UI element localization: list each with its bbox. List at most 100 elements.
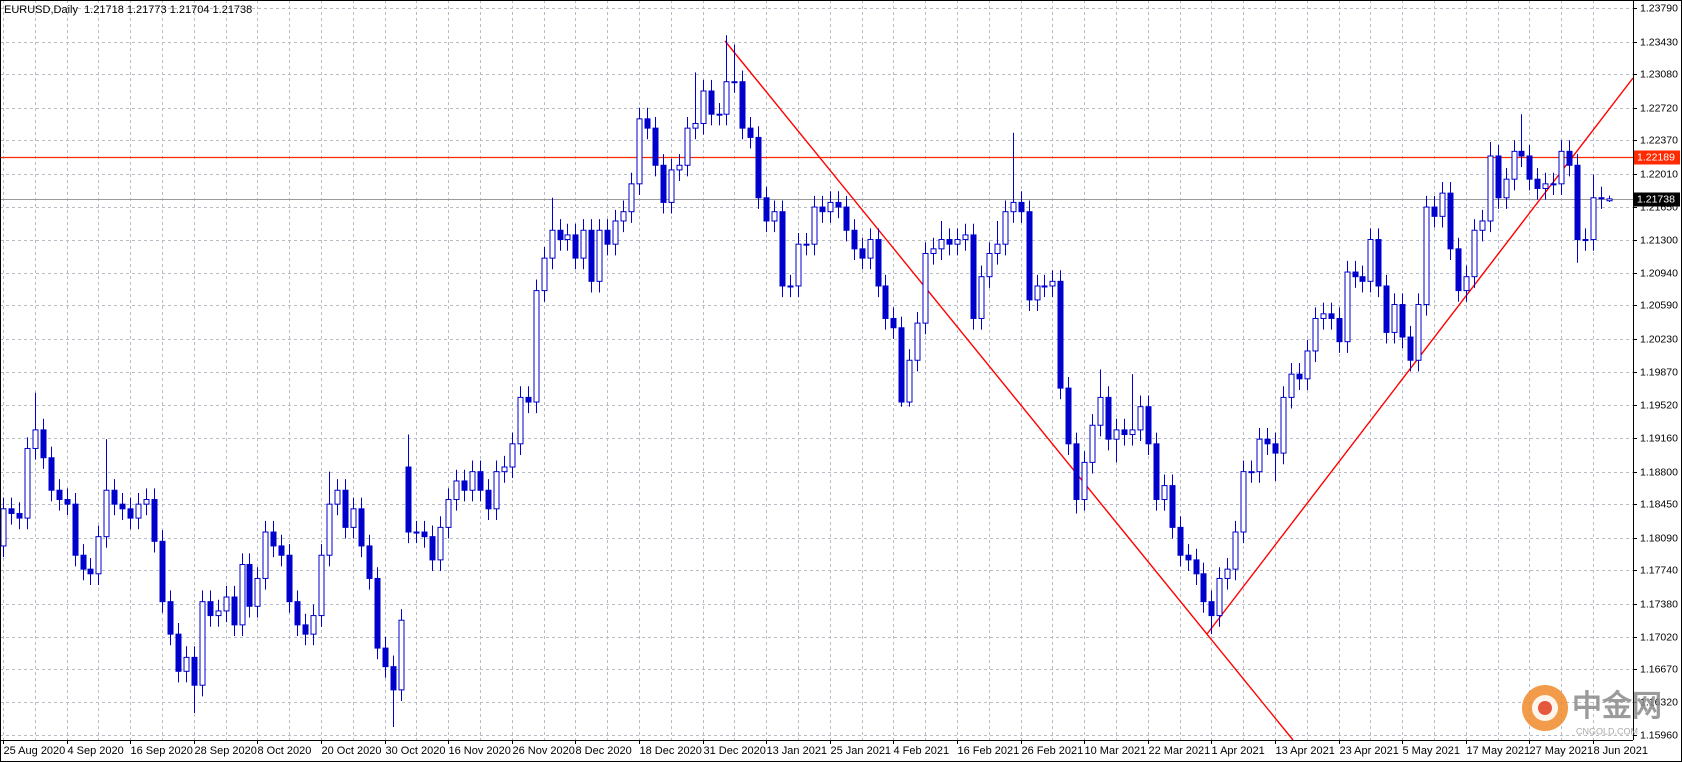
y-tick-label: 1.20590: [1640, 299, 1678, 311]
candle-body: [1495, 155, 1502, 199]
candle-body: [851, 229, 858, 250]
candle-body: [1240, 471, 1247, 533]
candle-body: [1375, 239, 1382, 287]
x-tick-label: 16 Nov 2020: [449, 745, 511, 757]
candle-body: [1057, 280, 1064, 389]
candle-body: [708, 90, 715, 115]
candle-body: [1534, 178, 1541, 189]
candle-body: [127, 508, 134, 519]
candle-body: [1431, 206, 1438, 217]
candle-body: [1026, 211, 1033, 301]
candle-body: [819, 206, 826, 213]
axes: 1.23790 1.23430 1.23080 1.22720 1.22370 1.220…: [3, 2, 1680, 757]
candle-body: [159, 540, 166, 603]
candle-body: [1447, 192, 1454, 250]
candle-body: [1463, 276, 1470, 292]
candle-body: [1598, 197, 1605, 200]
candle-body: [636, 118, 643, 185]
candle-body: [652, 127, 659, 166]
candle-body: [143, 499, 150, 505]
candle-body: [509, 443, 516, 468]
candle-body: [429, 536, 436, 561]
candle-body: [254, 577, 261, 607]
y-tick-label: 1.17740: [1640, 564, 1678, 576]
candle-body: [111, 489, 118, 505]
candle-body: [1264, 438, 1271, 445]
candle-body: [199, 601, 206, 686]
candle-body: [684, 127, 691, 166]
candle-body: [421, 531, 428, 538]
candle-body: [890, 317, 897, 329]
candle-body: [612, 220, 619, 245]
candle-body: [533, 290, 540, 403]
x-tick-label: 25 Jan 2021: [831, 745, 892, 757]
y-tick-label: 1.18450: [1640, 498, 1678, 510]
candle-body: [80, 554, 87, 570]
candle-body: [731, 81, 738, 84]
candle-body: [95, 536, 102, 575]
trend-line: [724, 40, 1294, 741]
candle-body: [1185, 554, 1192, 561]
candle-body: [1288, 373, 1295, 398]
y-tick-label: 1.19160: [1640, 432, 1678, 444]
candle-body: [572, 234, 579, 259]
candle-body: [350, 508, 357, 528]
y-tick-label: 1.20230: [1640, 333, 1678, 345]
chart-title: EURUSD,Daily 1.21718 1.21773 1.21704 1.2…: [4, 4, 252, 16]
candle-body: [803, 243, 810, 246]
candle-body: [604, 229, 611, 245]
candle-body: [970, 234, 977, 319]
candle-body: [922, 252, 929, 324]
candle-body: [875, 239, 882, 287]
x-tick-label: 18 Dec 2020: [640, 745, 702, 757]
candle-body: [1280, 396, 1287, 454]
candle-body: [660, 164, 667, 203]
candle-body: [723, 81, 730, 115]
candle-body: [906, 359, 913, 403]
x-tick-label: 13 Apr 2021: [1276, 745, 1335, 757]
candle-body: [32, 429, 39, 449]
candle-body: [1566, 150, 1573, 166]
candle-body: [755, 136, 762, 199]
candle-body: [898, 327, 905, 403]
x-tick-label: 17 May 2021: [1467, 745, 1531, 757]
candle-body: [270, 531, 277, 547]
candle-body: [1550, 183, 1557, 186]
candle-body: [405, 466, 412, 533]
candle-body: [445, 499, 452, 528]
candle-body: [40, 429, 47, 459]
candle-body: [358, 508, 365, 547]
candle-body: [978, 276, 985, 319]
y-tick-label: 1.22370: [1640, 134, 1678, 146]
candle-body: [779, 211, 786, 287]
candle-body: [835, 201, 842, 208]
candle-body: [1113, 429, 1120, 440]
candle-body: [398, 619, 405, 691]
candle-body: [1010, 201, 1017, 213]
candle-body: [294, 601, 301, 626]
candle-body: [453, 480, 460, 501]
candle-body: [135, 503, 142, 519]
candle-body: [946, 239, 953, 245]
y-tick-label: 1.17380: [1640, 598, 1678, 610]
watermark-logo-core: [1538, 701, 1552, 715]
candle-body: [549, 229, 556, 259]
candle-body: [16, 512, 23, 519]
candle-body: [1248, 471, 1255, 474]
candle-body: [191, 656, 198, 686]
y-tick-label: 1.23430: [1640, 36, 1678, 48]
candle-body: [1312, 317, 1319, 352]
candle-body: [596, 229, 603, 282]
candle-body: [1503, 178, 1510, 199]
candle-body: [1105, 396, 1112, 440]
candle-body: [223, 596, 230, 612]
candle-body: [1296, 373, 1303, 380]
candle-body: [1606, 198, 1613, 202]
candle-body: [1081, 461, 1088, 501]
candle-body: [620, 211, 627, 222]
candle-body: [1216, 577, 1223, 617]
candle-body: [938, 239, 945, 250]
y-tick-label: 1.23790: [1640, 2, 1678, 14]
